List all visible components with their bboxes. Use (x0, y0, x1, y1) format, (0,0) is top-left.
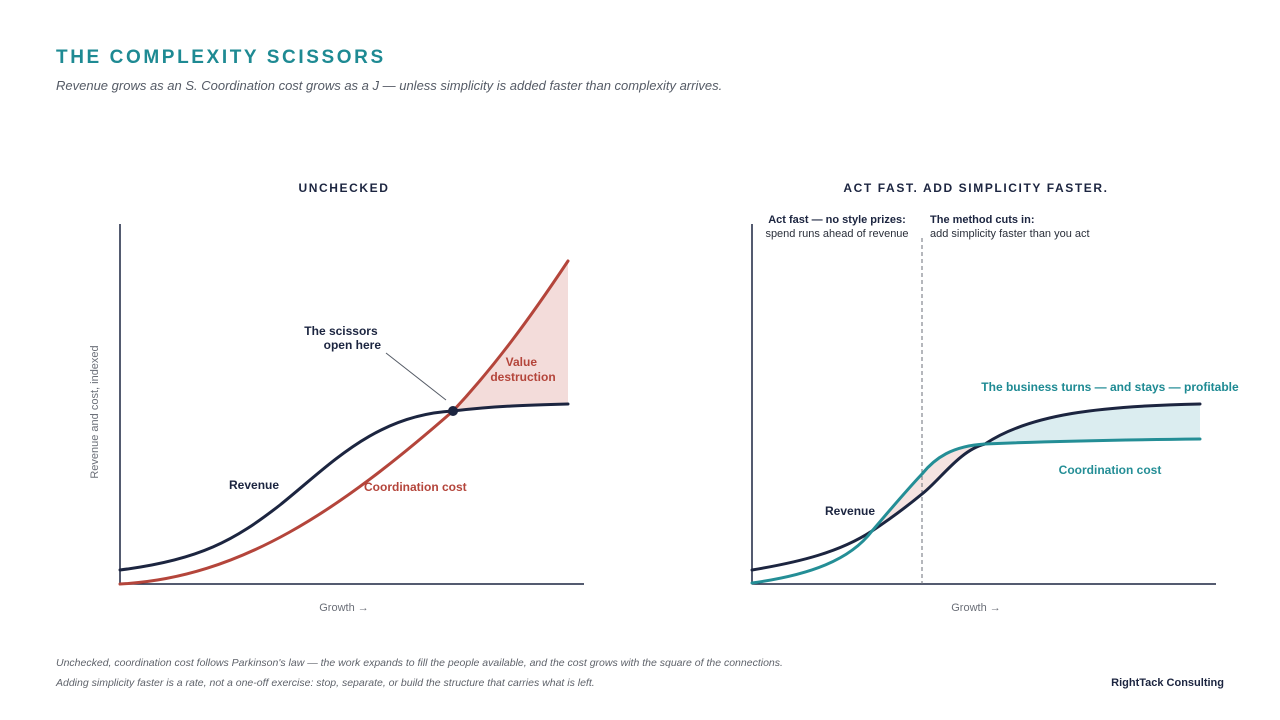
value-destruction-line-2: destruction (490, 370, 555, 384)
left-x-axis-label: Growth → (319, 602, 369, 614)
intersection-dot-icon (448, 406, 458, 416)
profitable-label: The business turns — and stays — profita… (981, 380, 1239, 394)
value-destruction-label: Value destruction (490, 355, 555, 384)
right-revenue-curve (750, 402, 1202, 572)
left-panel-heading: UNCHECKED (298, 181, 389, 195)
left-cost-label: Coordination cost (364, 480, 467, 494)
scissors-callout: The scissors open here (304, 324, 381, 352)
phase-two-title: The method cuts in: (930, 214, 1035, 226)
right-x-axis-label: Growth → (951, 602, 1001, 614)
footnote-line-1: Unchecked, coordination cost follows Par… (56, 657, 783, 669)
phase-two-text: add simplicity faster than you act (930, 228, 1090, 240)
callout-leader-line (385, 352, 447, 401)
phase-one-text: spend runs ahead of revenue (765, 228, 908, 240)
brand-name: RightTack Consulting (1111, 677, 1224, 689)
value-destruction-line-1: Value (506, 355, 538, 369)
right-cost-label: Coordination cost (1059, 463, 1162, 477)
value-destruction-area (453, 261, 568, 411)
footnote-line-2: Adding simplicity faster is a rate, not … (56, 677, 595, 689)
scissors-callout-line-1: The scissors (304, 324, 378, 338)
left-revenue-curve (118, 402, 570, 572)
page-subtitle: Revenue grows as an S. Coordination cost… (56, 78, 723, 93)
right-cost-curve (750, 437, 1202, 585)
profit-area (985, 404, 1200, 444)
left-cost-curve (118, 259, 570, 586)
left-y-axis-label: Revenue and cost, indexed (89, 345, 101, 478)
phase-one-title: Act fast — no style prizes: (768, 214, 906, 226)
page-title: THE COMPLEXITY SCISSORS (56, 47, 386, 68)
left-revenue-label: Revenue (229, 478, 279, 492)
right-revenue-label: Revenue (825, 504, 875, 518)
right-panel-heading: ACT FAST. ADD SIMPLICITY FASTER. (843, 181, 1108, 195)
scissors-callout-line-2: open here (324, 338, 382, 352)
